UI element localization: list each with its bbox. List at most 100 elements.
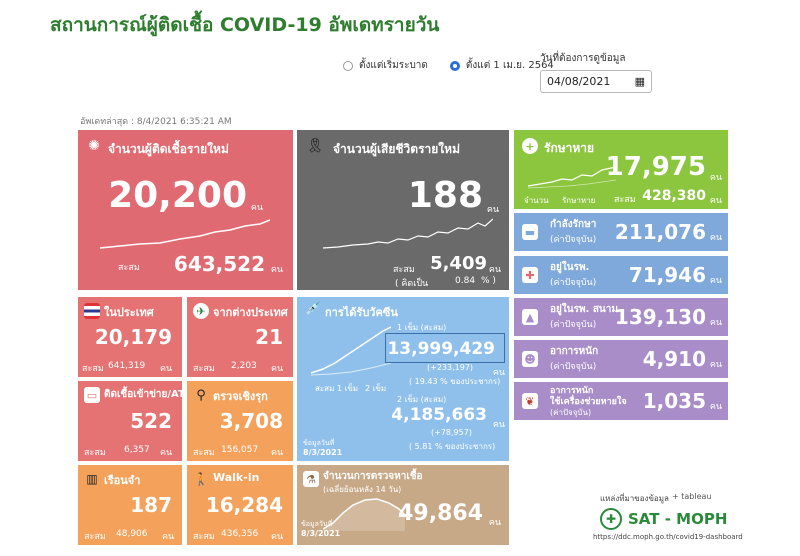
deaths-trend-line — [323, 218, 493, 249]
tests-label: จำนวนการตรวจหาเชื้อ — [323, 471, 423, 482]
patient-icon: ☻ — [522, 351, 538, 367]
imported-card: ✈ จากต่างประเทศ 21 สะสม 2,203 คน — [187, 297, 293, 377]
deaths-total-unit: คน — [488, 265, 501, 275]
dashboard-url[interactable]: https://ddc.moph.go.th/covid19-dashboard — [593, 533, 743, 541]
proactive-card: ⚲ ตรวจเชิงรุก 3,708 สะสม 156,057 คน — [187, 381, 293, 461]
new-cases-total-unit: คน — [270, 265, 283, 275]
vaccine-dose2-value: 4,185,663 — [391, 405, 487, 425]
severe-value: 4,910 — [642, 347, 706, 371]
vaccine-data-date: 8/3/2021 — [303, 448, 343, 457]
imported-total-label: สะสม — [193, 364, 215, 374]
lungs-icon: ❦ — [522, 393, 538, 409]
new-cases-card: ✺ จำนวนผู้ติดเชื้อรายใหม่ 20,200 คน สะสม… — [78, 130, 293, 290]
recovered-label: รักษาหาย — [544, 141, 595, 155]
radio-since-start-label[interactable]: ตั้งแต่เริ่มระบาด — [359, 60, 428, 71]
bed-icon: ▬ — [522, 224, 538, 240]
hospital-unit: คน — [709, 276, 722, 286]
ventilator-value: 1,035 — [642, 389, 706, 413]
walking-person-icon: 🚶 — [193, 472, 209, 486]
thai-flag-icon — [84, 303, 100, 319]
magnifier-icon: ⚲ — [196, 387, 206, 403]
deaths-total-label: สะสม — [393, 265, 415, 275]
ventilator-card: ❦ อาการหนัก ใช้เครื่องช่วยหายใจ (ค่าปัจจ… — [514, 382, 728, 420]
radio-since-start[interactable] — [343, 60, 353, 71]
globe-plane-icon: ✈ — [193, 303, 209, 319]
vaccine-dose1-unit: คน — [492, 368, 505, 378]
source-label: แหล่งที่มาของข้อมูล — [600, 494, 669, 503]
tests-trend-chart — [323, 498, 405, 531]
prison-value: 187 — [130, 493, 172, 517]
page-title: สถานการณ์ผู้ติดเชื้อ COVID-19 อัพเดทรายว… — [50, 14, 440, 36]
domestic-total-label: สะสม — [82, 364, 104, 374]
hospital-value: 71,946 — [628, 263, 706, 287]
deaths-pct-label: ( คิดเป็น — [395, 279, 429, 289]
vaccine-dose1-box — [385, 333, 505, 363]
deaths-unit: คน — [486, 205, 499, 215]
prison-total-unit: คน — [162, 532, 175, 542]
field-hospital-unit: คน — [709, 318, 722, 328]
new-cases-value: 20,200 — [108, 175, 247, 216]
tests-data-date-label: ข้อมูลวันที่ — [301, 520, 333, 528]
treating-value: 211,076 — [614, 220, 706, 244]
new-cases-label: จำนวนผู้ติดเชื้อรายใหม่ — [108, 142, 229, 156]
severe-card: ☻ อาการหนัก (ค่าปัจจุบัน) 4,910 คน — [514, 340, 728, 378]
recovered-trend-line — [528, 166, 616, 189]
severe-sub: (ค่าปัจจุบัน) — [550, 362, 597, 372]
atk-label: ติดเชื้อเข้าข่าย/ATK — [104, 389, 182, 400]
vaccine-dose2-pct: ( 5.81 % ของประชากร) — [409, 442, 496, 451]
proactive-label: ตรวจเชิงรุก — [213, 390, 268, 403]
vaccine-legend-b: 2 เข็ม — [365, 384, 387, 393]
deaths-pct: 0.84 — [455, 276, 476, 286]
walkin-total: 436,356 — [221, 529, 259, 539]
recovered-total-label: สะสม — [614, 195, 636, 205]
domestic-card: ในประเทศ 20,179 สะสม 641,319 คน — [78, 297, 182, 377]
ribbon-icon: 🎗 — [306, 138, 324, 154]
recovered-legend-a: จำนวน — [524, 196, 549, 205]
atk-total-unit: คน — [160, 448, 173, 458]
vaccine-card: 💉 การได้รับวัคซีน สะสม 1 เข็ม 2 เข็ม 1 เ… — [297, 297, 509, 461]
ventilator-unit: คน — [709, 402, 722, 412]
vaccine-dose1-label: 1 เข็ม (สะสม) — [397, 323, 447, 332]
ventilator-label: อาการหนัก — [550, 386, 594, 396]
new-cases-trend-line — [100, 219, 270, 249]
radio-since-april-label[interactable]: ตั้งแต่ 1 เม.ย. 2564 — [465, 60, 554, 71]
date-picker-label: วันที่ต้องการดูข้อมูล — [540, 53, 626, 64]
hospital-label: อยู่ในรพ. — [550, 262, 590, 273]
tent-icon: ▲ — [522, 309, 538, 325]
treating-sub: (ค่าปัจจุบัน) — [550, 235, 597, 245]
walkin-value: 16,284 — [205, 493, 283, 517]
tests-value: 49,864 — [398, 501, 483, 526]
tests-card: ⚗ จำนวนการตรวจหาเชื้อ (เฉลี่ยย้อนหลัง 14… — [297, 465, 509, 545]
imported-total: 2,203 — [231, 361, 257, 371]
hospital-icon: ✚ — [522, 267, 538, 283]
radio-since-april[interactable] — [449, 60, 460, 71]
domestic-label: ในประเทศ — [104, 306, 154, 319]
prison-total: 48,906 — [116, 529, 148, 539]
walkin-total-unit: คน — [271, 532, 284, 542]
sat-moph-brand: SAT - MOPH — [628, 510, 728, 528]
calendar-icon[interactable]: ▦ — [634, 75, 645, 88]
treating-label: กำลังรักษา — [550, 219, 597, 230]
imported-total-unit: คน — [271, 364, 284, 374]
vaccine-dose2-label: 2 เข็ม (สะสม) — [397, 395, 447, 404]
field-hospital-value: 139,130 — [614, 305, 706, 329]
deaths-total: 5,409 — [430, 253, 487, 274]
prison-label: เรือนจำ — [104, 474, 141, 487]
prison-bars-icon: ▥ — [86, 472, 98, 486]
atk-card: ▭ ติดเชื้อเข้าข่าย/ATK 522 สะสม 6,357 คน — [78, 381, 182, 461]
deaths-value: 188 — [407, 175, 483, 216]
date-range-radio-group: ตั้งแต่เริ่มระบาด ตั้งแต่ 1 เม.ย. 2564 — [343, 58, 554, 73]
walkin-label: Walk-in — [213, 471, 260, 484]
date-picker-input[interactable]: 04/08/2021 ▦ — [540, 70, 652, 93]
new-cases-unit: คน — [250, 203, 263, 213]
tests-data-date: 8/3/2021 — [301, 529, 341, 538]
vaccine-dose1-pct: ( 19.43 % ของประชากร) — [409, 377, 501, 386]
tests-sub: (เฉลี่ยย้อนหลัง 14 วัน) — [323, 485, 402, 494]
tableau-logo: + tableau — [672, 492, 712, 501]
atk-total: 6,357 — [124, 445, 150, 455]
vaccine-data-date-label: ข้อมูลวันที่ — [303, 439, 335, 447]
prison-card: ▥ เรือนจำ 187 สะสม 48,906 คน — [78, 465, 182, 545]
recovered-total-unit: คน — [709, 196, 722, 206]
vaccine-trend-chart — [311, 326, 391, 376]
domestic-value: 20,179 — [94, 325, 172, 349]
